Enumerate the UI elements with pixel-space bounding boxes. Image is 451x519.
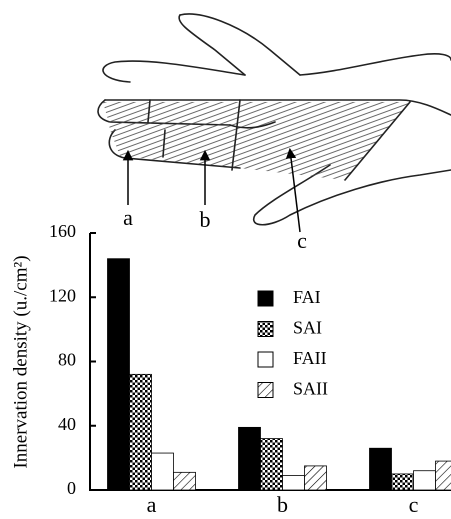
- bar: [305, 466, 327, 490]
- legend-label: FAII: [293, 348, 327, 368]
- y-tick-label: 0: [67, 478, 76, 498]
- legend-label: FAI: [293, 287, 321, 307]
- legend-swatch: [258, 322, 273, 337]
- legend-swatch: [258, 383, 273, 398]
- bar: [436, 461, 451, 490]
- illustration-label: a: [123, 205, 133, 230]
- bar: [108, 259, 130, 490]
- figure: a b c Innervation density (u./cm²) 0 40 80…: [0, 0, 451, 519]
- bar: [283, 476, 305, 490]
- bar: [392, 474, 414, 490]
- illustration-label: b: [200, 207, 211, 232]
- bar: [152, 453, 174, 490]
- y-tick-label: 40: [58, 414, 76, 434]
- bar: [174, 472, 196, 490]
- illustration-label: c: [297, 228, 307, 253]
- bar: [261, 439, 283, 490]
- y-axis-label: Innervation density (u./cm²): [10, 255, 31, 468]
- y-tick-label: 80: [58, 350, 76, 370]
- bar: [239, 427, 261, 490]
- y-tick-label: 120: [49, 285, 76, 305]
- bar: [414, 471, 436, 490]
- legend-label: SAII: [293, 379, 328, 399]
- legend-swatch: [258, 352, 273, 367]
- legend-swatch: [258, 291, 273, 306]
- x-tick-label: a: [147, 492, 157, 517]
- x-tick-label: c: [409, 492, 419, 517]
- x-tick-label: b: [277, 492, 288, 517]
- hand-illustration: [98, 14, 451, 225]
- legend-label: SAI: [293, 318, 322, 338]
- bar: [370, 448, 392, 490]
- y-tick-label: 160: [49, 221, 76, 241]
- bar: [130, 374, 152, 490]
